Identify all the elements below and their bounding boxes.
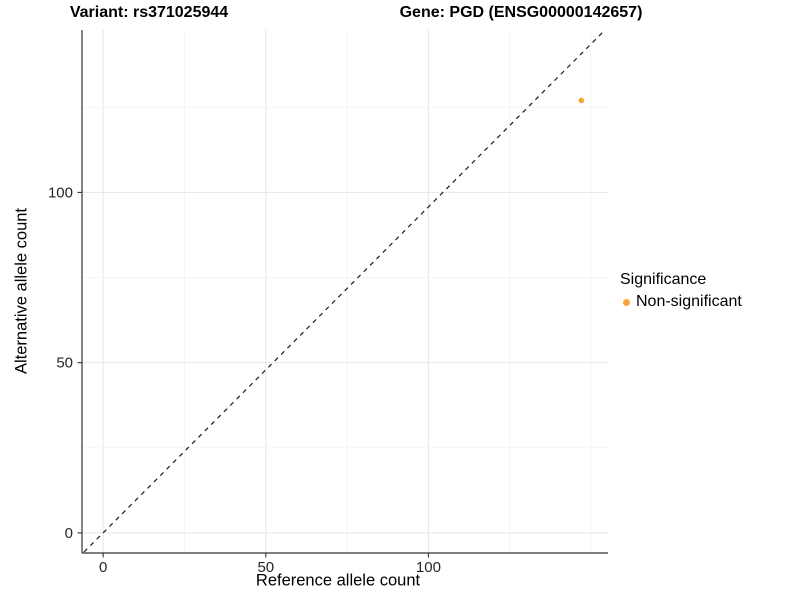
- legend-title: Significance: [620, 271, 707, 288]
- y-tick-label: 100: [48, 184, 73, 201]
- data-point: [578, 97, 585, 104]
- legend-point-icon: [623, 298, 630, 306]
- x-tick-label: 0: [99, 559, 107, 576]
- y-tick-label: 50: [56, 355, 73, 372]
- x-axis-title: Reference allele count: [255, 571, 421, 590]
- legend-item: Non-significant: [620, 293, 742, 311]
- x-tick-label: 50: [257, 559, 274, 576]
- legend-item-label: Non-significant: [636, 293, 742, 310]
- y-tick-label: 0: [65, 525, 73, 542]
- plot-title-variant: Variant: rs371025944: [69, 4, 229, 21]
- x-tick-label: 100: [416, 559, 441, 576]
- legend: Significance Non-significant: [620, 271, 742, 311]
- y-axis-title: Alternative allele count: [12, 207, 31, 375]
- plot-title-gene: Gene: PGD (ENSG00000142657): [399, 4, 643, 21]
- identity-line: [83, 30, 605, 553]
